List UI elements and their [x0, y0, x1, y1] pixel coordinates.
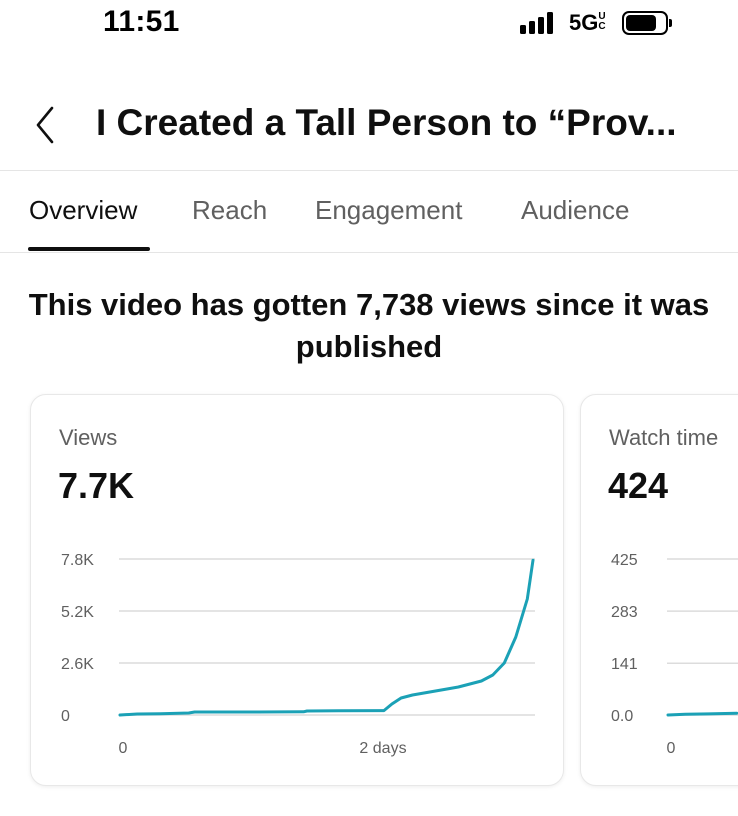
y-tick-label: 0.0	[611, 708, 633, 725]
status-time: 11:51	[103, 5, 180, 38]
tab-reach[interactable]: Reach	[192, 195, 268, 225]
network-type: 5GUC	[569, 10, 608, 36]
active-tab-indicator	[28, 247, 150, 251]
y-tick-label: 5.2K	[61, 604, 94, 621]
watch-time-card[interactable]: Watch time 424 425 283 141 0.0 0	[580, 394, 738, 786]
battery-icon	[622, 11, 672, 35]
tab-engagement[interactable]: Engagement	[315, 195, 463, 225]
card-label: Watch time	[609, 425, 719, 450]
status-bar: 11:51 5GUC	[0, 0, 738, 50]
y-tick-label: 425	[611, 552, 638, 569]
views-card[interactable]: Views 7.7K 7.8K 5.2K 2.6K 0 0 2 days	[30, 394, 564, 786]
series-line	[118, 558, 535, 717]
chevron-left-icon	[36, 106, 54, 144]
y-tick-label: 283	[611, 604, 638, 621]
x-tick-label: 0	[667, 740, 676, 757]
network-sup: UC	[598, 11, 606, 32]
y-tick-label: 141	[611, 656, 638, 673]
y-tick-label: 0	[61, 708, 70, 725]
card-value: 424	[608, 465, 669, 506]
series-line	[666, 711, 738, 717]
network-label: 5G	[569, 10, 599, 35]
tab-audience[interactable]: Audience	[521, 195, 630, 225]
y-tick-label: 7.8K	[61, 552, 94, 569]
summary-headline: This video has gotten 7,738 views since …	[28, 287, 710, 364]
watch-time-chart: 425 283 141 0.0 0	[611, 552, 738, 757]
tab-overview[interactable]: Overview	[29, 195, 138, 225]
header: I Created a Tall Person to “Prov...	[0, 82, 738, 171]
x-tick-label: 2 days	[359, 740, 406, 757]
x-tick-label: 0	[119, 740, 128, 757]
card-value: 7.7K	[58, 465, 135, 506]
back-button[interactable]	[28, 102, 68, 148]
page-title: I Created a Tall Person to “Prov...	[96, 102, 677, 143]
card-label: Views	[59, 425, 118, 450]
tab-bar: Overview Reach Engagement Audience	[0, 171, 738, 253]
y-tick-label: 2.6K	[61, 656, 94, 673]
views-chart: 7.8K 5.2K 2.6K 0 0 2 days	[61, 552, 535, 757]
cellular-signal-icon	[520, 12, 558, 34]
